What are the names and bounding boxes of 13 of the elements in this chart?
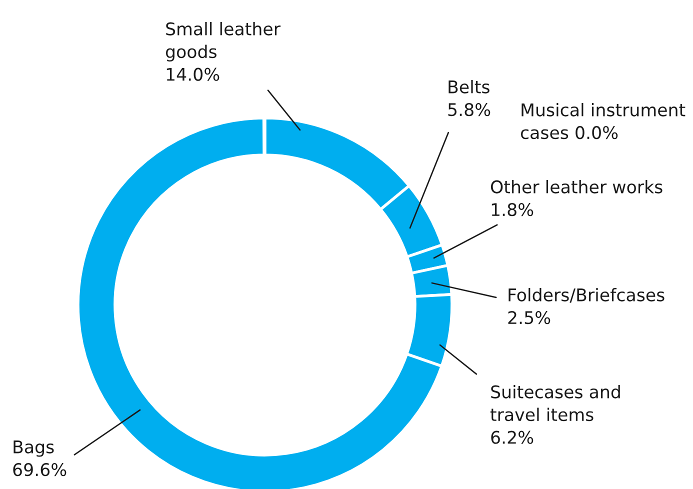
slice-label: Small leather goods [166, 22, 281, 62]
data-label: 14.0% [166, 68, 220, 81]
data-label: 1.8% [492, 203, 534, 216]
slice-label: Suitecases and travel items [490, 385, 620, 422]
category-label: Musical instrument cases 0.0% [520, 103, 686, 140]
data-label: 2.5% [508, 311, 550, 324]
slice-label: Belts [448, 80, 490, 94]
slice-label: Bags [14, 440, 54, 457]
slice-label: Other leather works [490, 180, 662, 194]
data-label: 69.6% [13, 463, 66, 476]
slice-label: Folders/Briefcases [508, 288, 664, 303]
data-label: 5.8% [448, 103, 490, 116]
data-label: 6.2% [491, 430, 534, 444]
